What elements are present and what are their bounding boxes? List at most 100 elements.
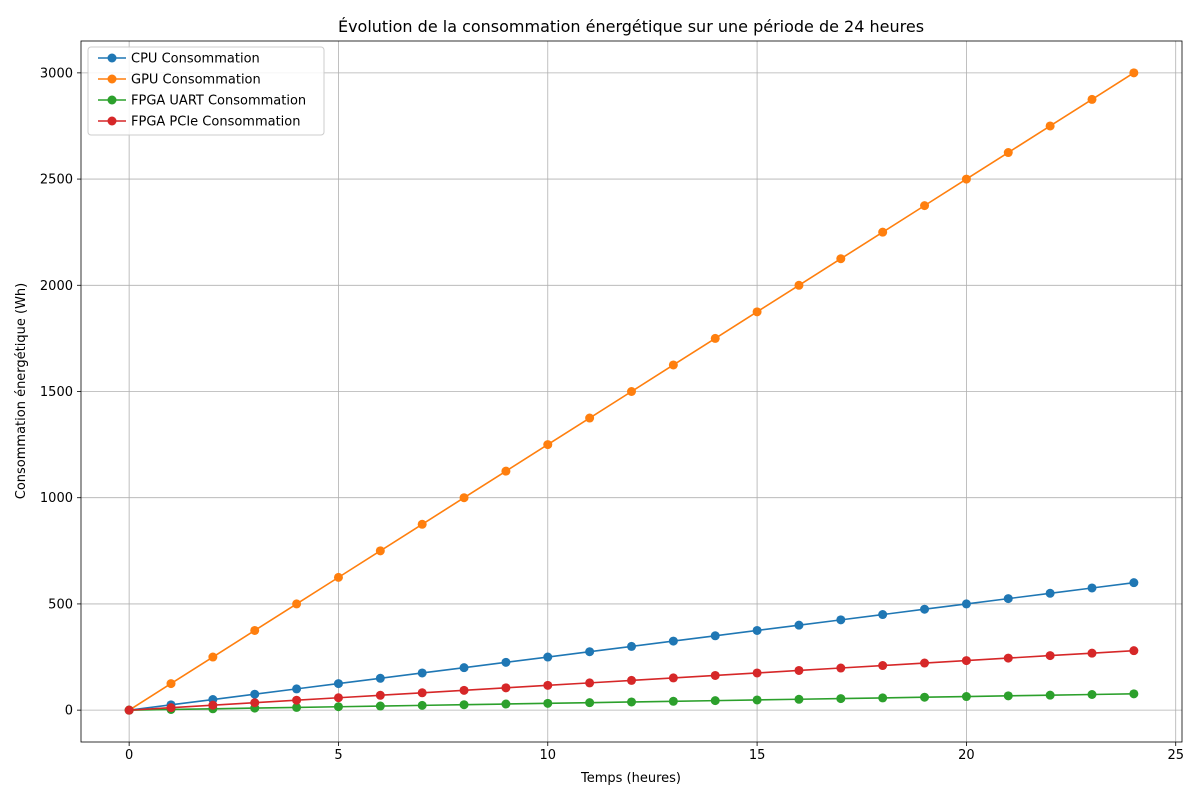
series-0	[124, 578, 1139, 715]
data-point	[961, 174, 971, 184]
y-tick-label: 3000	[40, 66, 73, 81]
data-point	[710, 670, 720, 680]
legend-item: FPGA PCIe Consommation	[98, 115, 301, 130]
data-point	[752, 625, 762, 635]
data-point	[1129, 646, 1139, 656]
data-point	[375, 690, 385, 700]
x-tick-label: 15	[749, 748, 766, 763]
data-point	[375, 701, 385, 711]
legend-marker	[107, 95, 117, 105]
x-tick-label: 20	[958, 748, 975, 763]
data-point	[543, 440, 553, 450]
series-layer	[124, 68, 1139, 715]
data-point	[1003, 594, 1013, 604]
legend-label: FPGA PCIe Consommation	[131, 115, 301, 130]
data-point	[961, 692, 971, 702]
grid	[81, 41, 1182, 742]
data-point	[166, 679, 176, 689]
data-point	[1003, 691, 1013, 701]
data-point	[459, 493, 469, 503]
data-point	[836, 615, 846, 625]
data-point	[1003, 653, 1013, 663]
y-tick-label: 1000	[40, 491, 73, 506]
data-point	[585, 678, 595, 688]
data-point	[585, 647, 595, 657]
data-point	[417, 668, 427, 678]
data-point	[1129, 68, 1139, 78]
data-point	[1129, 578, 1139, 588]
data-point	[417, 519, 427, 529]
data-point	[124, 705, 134, 715]
data-point	[208, 700, 218, 710]
legend-item: FPGA UART Consommation	[98, 94, 306, 109]
data-point	[627, 697, 636, 707]
data-point	[501, 699, 511, 709]
data-point	[292, 702, 302, 712]
data-point	[668, 696, 678, 706]
data-point	[459, 685, 469, 695]
x-tick-label: 10	[540, 748, 557, 763]
legend-label: GPU Consommation	[131, 73, 261, 88]
legend: CPU Consommation GPU Consommation FPGA UAR…	[87, 46, 325, 136]
data-point	[1045, 121, 1055, 131]
data-point	[585, 413, 595, 423]
data-point	[627, 641, 636, 651]
data-point	[710, 696, 720, 706]
data-point	[1087, 94, 1097, 104]
data-point	[878, 227, 888, 237]
data-point	[836, 694, 846, 704]
legend-box	[87, 46, 325, 136]
data-point	[752, 307, 762, 317]
data-point	[1087, 648, 1097, 658]
data-point	[794, 665, 804, 675]
data-point	[459, 663, 469, 673]
x-tick-label: 5	[334, 748, 342, 763]
data-point	[668, 360, 678, 370]
data-point	[1129, 689, 1139, 699]
y-tick-label: 0	[65, 704, 73, 719]
data-point	[501, 466, 511, 476]
data-point	[375, 673, 385, 683]
data-point	[878, 610, 888, 620]
series-3	[124, 646, 1139, 715]
data-point	[501, 657, 511, 667]
data-point	[333, 572, 343, 582]
chart-title: Évolution de la consommation énergétique…	[338, 17, 924, 36]
data-point	[836, 254, 846, 264]
x-tick-label: 25	[1167, 748, 1184, 763]
y-tick-label: 2000	[40, 279, 73, 294]
data-point	[333, 679, 343, 689]
data-point	[627, 387, 636, 396]
data-point	[668, 636, 678, 646]
data-point	[627, 675, 636, 685]
data-point	[668, 673, 678, 683]
data-point	[250, 698, 260, 708]
data-point	[333, 693, 343, 703]
data-point	[543, 680, 553, 690]
data-point	[1087, 690, 1097, 700]
data-point	[920, 604, 930, 614]
data-point	[920, 658, 930, 668]
y-axis-label: Consommation énergétique (Wh)	[14, 283, 29, 500]
data-point	[585, 698, 595, 708]
data-point	[752, 668, 762, 678]
data-point	[375, 546, 385, 556]
data-point	[920, 201, 930, 211]
data-point	[836, 663, 846, 673]
data-point	[752, 695, 762, 705]
data-point	[166, 703, 176, 713]
y-tick-label: 2500	[40, 173, 73, 188]
data-point	[459, 700, 469, 710]
data-point	[250, 689, 260, 699]
data-point	[501, 683, 511, 693]
legend-item: CPU Consommation	[98, 52, 260, 67]
data-point	[794, 620, 804, 630]
x-tick-label: 0	[125, 748, 133, 763]
data-point	[1045, 651, 1055, 661]
data-point	[878, 693, 888, 703]
x-axis-label: Temps (heures)	[580, 771, 681, 786]
data-point	[1045, 588, 1055, 598]
legend-item: GPU Consommation	[98, 73, 261, 88]
data-point	[710, 333, 720, 343]
